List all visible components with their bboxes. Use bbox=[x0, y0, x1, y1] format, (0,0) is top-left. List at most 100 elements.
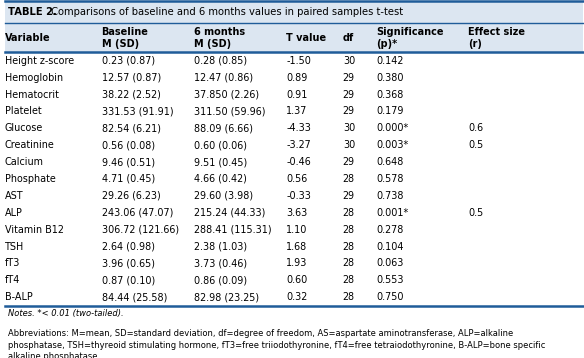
Text: 29: 29 bbox=[343, 106, 355, 116]
Text: 82.54 (6.21): 82.54 (6.21) bbox=[102, 123, 161, 133]
Text: 0.32: 0.32 bbox=[286, 292, 307, 302]
Text: 0.6: 0.6 bbox=[468, 123, 484, 133]
Text: 88.09 (6.66): 88.09 (6.66) bbox=[194, 123, 253, 133]
Text: 12.57 (0.87): 12.57 (0.87) bbox=[102, 73, 161, 83]
Text: 0.648: 0.648 bbox=[376, 157, 404, 167]
Text: 30: 30 bbox=[343, 123, 355, 133]
Text: 0.91: 0.91 bbox=[286, 90, 308, 100]
Text: 30: 30 bbox=[343, 140, 355, 150]
Bar bbox=[5, 23, 583, 52]
Text: Significance
(p)*: Significance (p)* bbox=[376, 26, 444, 49]
Text: Glucose: Glucose bbox=[5, 123, 43, 133]
Text: 0.56: 0.56 bbox=[286, 174, 307, 184]
Text: ALP: ALP bbox=[5, 208, 23, 218]
Text: Height z-score: Height z-score bbox=[5, 56, 74, 66]
Text: -0.46: -0.46 bbox=[286, 157, 311, 167]
Text: 2.64 (0.98): 2.64 (0.98) bbox=[102, 242, 155, 252]
Text: 0.142: 0.142 bbox=[376, 56, 404, 66]
Text: 29.26 (6.23): 29.26 (6.23) bbox=[102, 191, 161, 201]
Text: 28: 28 bbox=[343, 174, 355, 184]
Text: 288.41 (115.31): 288.41 (115.31) bbox=[194, 225, 272, 235]
Text: df: df bbox=[343, 33, 354, 43]
Text: 0.278: 0.278 bbox=[376, 225, 404, 235]
Text: 30: 30 bbox=[343, 56, 355, 66]
Text: Creatinine: Creatinine bbox=[5, 140, 54, 150]
Text: 243.06 (47.07): 243.06 (47.07) bbox=[102, 208, 173, 218]
Text: 28: 28 bbox=[343, 208, 355, 218]
Text: TABLE 2.: TABLE 2. bbox=[8, 7, 57, 17]
Text: Calcium: Calcium bbox=[5, 157, 44, 167]
Text: -0.33: -0.33 bbox=[286, 191, 311, 201]
Text: Abbreviations: M=mean, SD=standard deviation, df=degree of freedom, AS=aspartate: Abbreviations: M=mean, SD=standard devia… bbox=[8, 329, 545, 358]
Text: 84.44 (25.58): 84.44 (25.58) bbox=[102, 292, 167, 302]
Text: 0.750: 0.750 bbox=[376, 292, 404, 302]
Text: 3.73 (0.46): 3.73 (0.46) bbox=[194, 258, 247, 268]
Text: Platelet: Platelet bbox=[5, 106, 41, 116]
Text: -4.33: -4.33 bbox=[286, 123, 311, 133]
Text: 0.578: 0.578 bbox=[376, 174, 404, 184]
Text: Effect size
(r): Effect size (r) bbox=[468, 26, 526, 49]
Text: 1.10: 1.10 bbox=[286, 225, 308, 235]
Text: 38.22 (2.52): 38.22 (2.52) bbox=[102, 90, 161, 100]
Text: 82.98 (23.25): 82.98 (23.25) bbox=[194, 292, 259, 302]
Text: 0.56 (0.08): 0.56 (0.08) bbox=[102, 140, 155, 150]
Text: TSH: TSH bbox=[5, 242, 24, 252]
Text: 0.23 (0.87): 0.23 (0.87) bbox=[102, 56, 155, 66]
Text: 0.86 (0.09): 0.86 (0.09) bbox=[194, 275, 247, 285]
Text: fT4: fT4 bbox=[5, 275, 20, 285]
Text: Variable: Variable bbox=[5, 33, 50, 43]
Text: 0.001*: 0.001* bbox=[376, 208, 408, 218]
Text: fT3: fT3 bbox=[5, 258, 20, 268]
Text: 3.96 (0.65): 3.96 (0.65) bbox=[102, 258, 155, 268]
Text: 0.000*: 0.000* bbox=[376, 123, 408, 133]
Bar bbox=[5, 1, 583, 23]
Text: Comparisons of baseline and 6 months values in paired samples t-test: Comparisons of baseline and 6 months val… bbox=[48, 7, 404, 17]
Text: Hemoglobin: Hemoglobin bbox=[5, 73, 63, 83]
Text: Vitamin B12: Vitamin B12 bbox=[5, 225, 64, 235]
Text: 29: 29 bbox=[343, 73, 355, 83]
Text: 0.553: 0.553 bbox=[376, 275, 404, 285]
Text: 2.38 (1.03): 2.38 (1.03) bbox=[194, 242, 247, 252]
Text: 0.368: 0.368 bbox=[376, 90, 404, 100]
Text: 29: 29 bbox=[343, 90, 355, 100]
Text: 28: 28 bbox=[343, 225, 355, 235]
Text: 28: 28 bbox=[343, 275, 355, 285]
Text: 3.63: 3.63 bbox=[286, 208, 307, 218]
Text: B-ALP: B-ALP bbox=[5, 292, 33, 302]
Text: AST: AST bbox=[5, 191, 23, 201]
Text: T value: T value bbox=[286, 33, 326, 43]
Text: 29.60 (3.98): 29.60 (3.98) bbox=[194, 191, 253, 201]
Text: 0.28 (0.85): 0.28 (0.85) bbox=[194, 56, 247, 66]
Text: 12.47 (0.86): 12.47 (0.86) bbox=[194, 73, 253, 83]
Text: Notes. *< 0.01 (two-tailed).: Notes. *< 0.01 (two-tailed). bbox=[8, 309, 124, 318]
Text: 37.850 (2.26): 37.850 (2.26) bbox=[194, 90, 259, 100]
Text: 0.738: 0.738 bbox=[376, 191, 404, 201]
Text: -1.50: -1.50 bbox=[286, 56, 311, 66]
Text: 9.51 (0.45): 9.51 (0.45) bbox=[194, 157, 247, 167]
Text: -3.27: -3.27 bbox=[286, 140, 311, 150]
Text: 29: 29 bbox=[343, 157, 355, 167]
Text: Phosphate: Phosphate bbox=[5, 174, 55, 184]
Text: Baseline
M (SD): Baseline M (SD) bbox=[102, 26, 148, 49]
Text: 4.71 (0.45): 4.71 (0.45) bbox=[102, 174, 155, 184]
Text: 9.46 (0.51): 9.46 (0.51) bbox=[102, 157, 155, 167]
Text: Hematocrit: Hematocrit bbox=[5, 90, 58, 100]
Text: 0.87 (0.10): 0.87 (0.10) bbox=[102, 275, 155, 285]
Text: 0.60: 0.60 bbox=[286, 275, 307, 285]
Text: 0.380: 0.380 bbox=[376, 73, 404, 83]
Text: 0.063: 0.063 bbox=[376, 258, 404, 268]
Text: 331.53 (91.91): 331.53 (91.91) bbox=[102, 106, 173, 116]
Text: 4.66 (0.42): 4.66 (0.42) bbox=[194, 174, 247, 184]
Text: 28: 28 bbox=[343, 292, 355, 302]
Text: 0.179: 0.179 bbox=[376, 106, 404, 116]
Text: 0.60 (0.06): 0.60 (0.06) bbox=[194, 140, 247, 150]
Text: 29: 29 bbox=[343, 191, 355, 201]
Text: 1.37: 1.37 bbox=[286, 106, 308, 116]
Text: 28: 28 bbox=[343, 258, 355, 268]
Text: 0.003*: 0.003* bbox=[376, 140, 408, 150]
Text: 311.50 (59.96): 311.50 (59.96) bbox=[194, 106, 265, 116]
Text: 6 months
M (SD): 6 months M (SD) bbox=[194, 26, 245, 49]
Text: 0.5: 0.5 bbox=[468, 208, 484, 218]
Text: 0.89: 0.89 bbox=[286, 73, 308, 83]
Text: 1.93: 1.93 bbox=[286, 258, 308, 268]
